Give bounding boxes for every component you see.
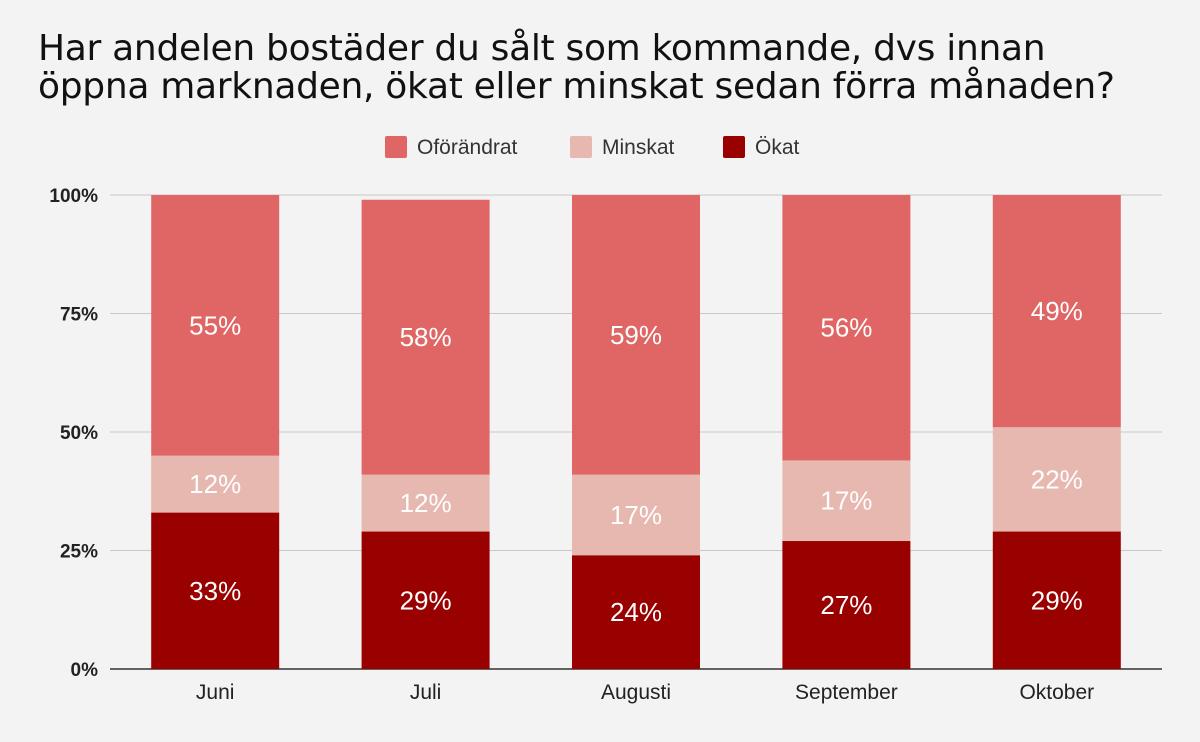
bar-augusti-oforandrat	[572, 195, 700, 475]
data-label-juni-oforandrat: 55%	[189, 310, 241, 340]
bar-juli-oforandrat	[361, 199, 490, 475]
bar-juli-minskat	[361, 474, 490, 532]
legend-swatch-oforandrat	[385, 136, 407, 158]
data-label-september-oforandrat: 56%	[820, 313, 872, 343]
legend-label-okat: Ökat	[755, 136, 800, 159]
data-label-juli-oforandrat: 58%	[400, 322, 452, 352]
bar-augusti-minskat	[572, 474, 700, 556]
data-label-september-okat: 27%	[820, 590, 872, 620]
data-label-oktober-okat: 29%	[1031, 585, 1083, 615]
data-label-juli-okat: 29%	[400, 585, 452, 615]
data-label-augusti-oforandrat: 59%	[610, 320, 662, 350]
bar-juni-okat	[151, 512, 280, 669]
chart-title-line-1: Har andelen bostäder du sålt som kommand…	[38, 28, 1046, 69]
bar-oktober-oforandrat	[992, 195, 1121, 428]
x-tick-label-oktober: Oktober	[1019, 681, 1094, 704]
chart-title-line-2: öppna marknaden, ökat eller minskat seda…	[38, 66, 1115, 107]
bar-juni-minskat	[151, 455, 280, 513]
bar-september-okat	[782, 541, 911, 669]
bar-juli-okat	[361, 531, 490, 669]
bar-oktober-minskat	[992, 427, 1121, 532]
x-tick-label-augusti: Augusti	[601, 681, 671, 704]
data-label-september-minskat: 17%	[820, 486, 872, 516]
bar-juni-oforandrat	[151, 195, 280, 456]
y-tick-label-25: 25%	[60, 542, 98, 563]
data-label-oktober-oforandrat: 49%	[1031, 296, 1083, 326]
data-label-juli-minskat: 12%	[400, 488, 452, 518]
legend-label-oforandrat: Oförändrat	[417, 136, 518, 159]
bar-oktober-okat	[992, 531, 1121, 669]
data-label-oktober-minskat: 22%	[1031, 464, 1083, 494]
data-label-juni-minskat: 12%	[189, 469, 241, 499]
legend-swatch-okat	[723, 136, 745, 158]
data-label-augusti-okat: 24%	[610, 597, 662, 627]
legend-swatch-minskat	[570, 136, 592, 158]
chart-title: Har andelen bostäder du sålt som kommand…	[38, 30, 1178, 106]
bar-augusti-okat	[572, 555, 700, 669]
y-tick-label-50: 50%	[60, 423, 98, 444]
bar-september-oforandrat	[782, 195, 911, 461]
y-tick-label-100: 100%	[49, 186, 98, 207]
x-tick-label-juni: Juni	[196, 681, 235, 704]
y-tick-label-0: 0%	[71, 660, 99, 681]
data-label-juni-okat: 33%	[189, 576, 241, 606]
x-tick-label-september: September	[795, 681, 898, 704]
bar-september-minskat	[782, 460, 911, 542]
data-label-augusti-minskat: 17%	[610, 500, 662, 530]
x-tick-label-juli: Juli	[410, 681, 442, 704]
y-tick-label-75: 75%	[60, 305, 98, 326]
legend-label-minskat: Minskat	[602, 136, 675, 159]
